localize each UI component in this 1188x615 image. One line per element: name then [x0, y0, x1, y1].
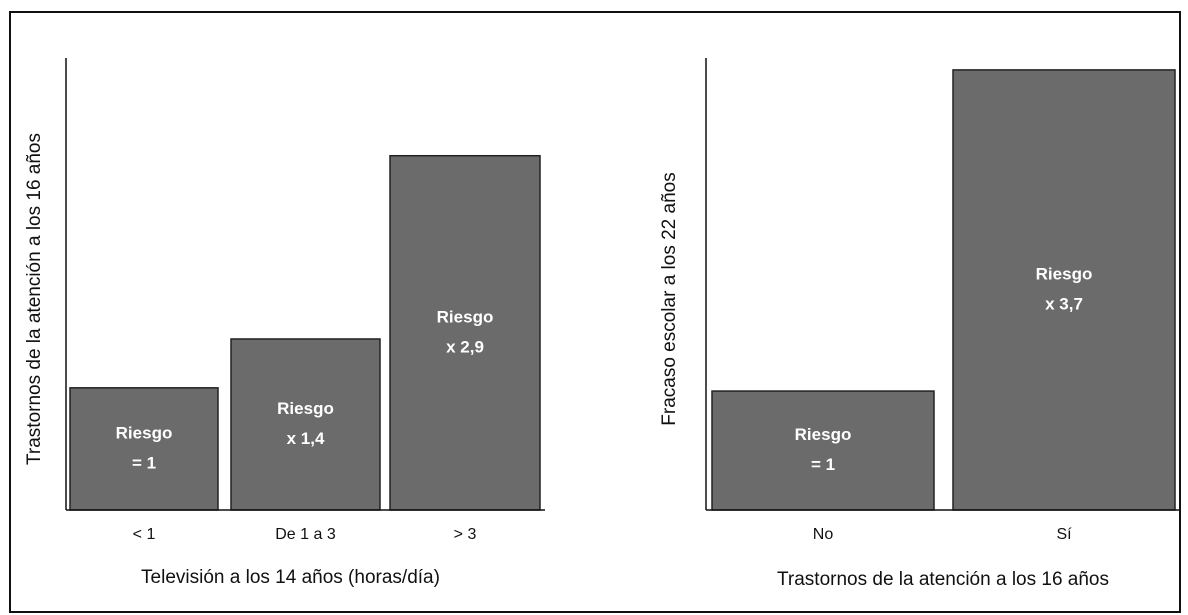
- x-axis-title: Trastornos de la atención a los 16 años: [777, 569, 1109, 590]
- bar: [230, 338, 381, 511]
- bar: [711, 390, 935, 511]
- value-label: Riesgo: [277, 399, 334, 418]
- value-label: x 2,9: [446, 337, 484, 356]
- bar: [952, 69, 1176, 511]
- x-tick-label: No: [813, 526, 834, 543]
- value-label: Riesgo: [116, 423, 173, 442]
- y-axis-title: Trastornos de la atención a los 16 años: [24, 133, 45, 465]
- value-label: Riesgo: [1036, 264, 1093, 283]
- bar: [389, 154, 541, 511]
- value-label: x 3,7: [1045, 294, 1083, 313]
- x-tick-label: > 3: [454, 526, 477, 543]
- value-label: x 1,4: [287, 429, 325, 448]
- frame: [9, 11, 1181, 613]
- x-tick-label: De 1 a 3: [275, 526, 336, 543]
- value-label: = 1: [811, 455, 835, 474]
- y-axis-title: Fracaso escolar a los 22 años: [659, 172, 680, 425]
- x-axis-title: Televisión a los 14 años (horas/día): [141, 567, 440, 588]
- value-label: = 1: [132, 453, 156, 472]
- value-label: Riesgo: [437, 307, 494, 326]
- x-tick-label: < 1: [133, 526, 156, 543]
- x-tick-label: Sí: [1056, 526, 1072, 543]
- bar: [69, 387, 219, 511]
- value-label: Riesgo: [795, 425, 852, 444]
